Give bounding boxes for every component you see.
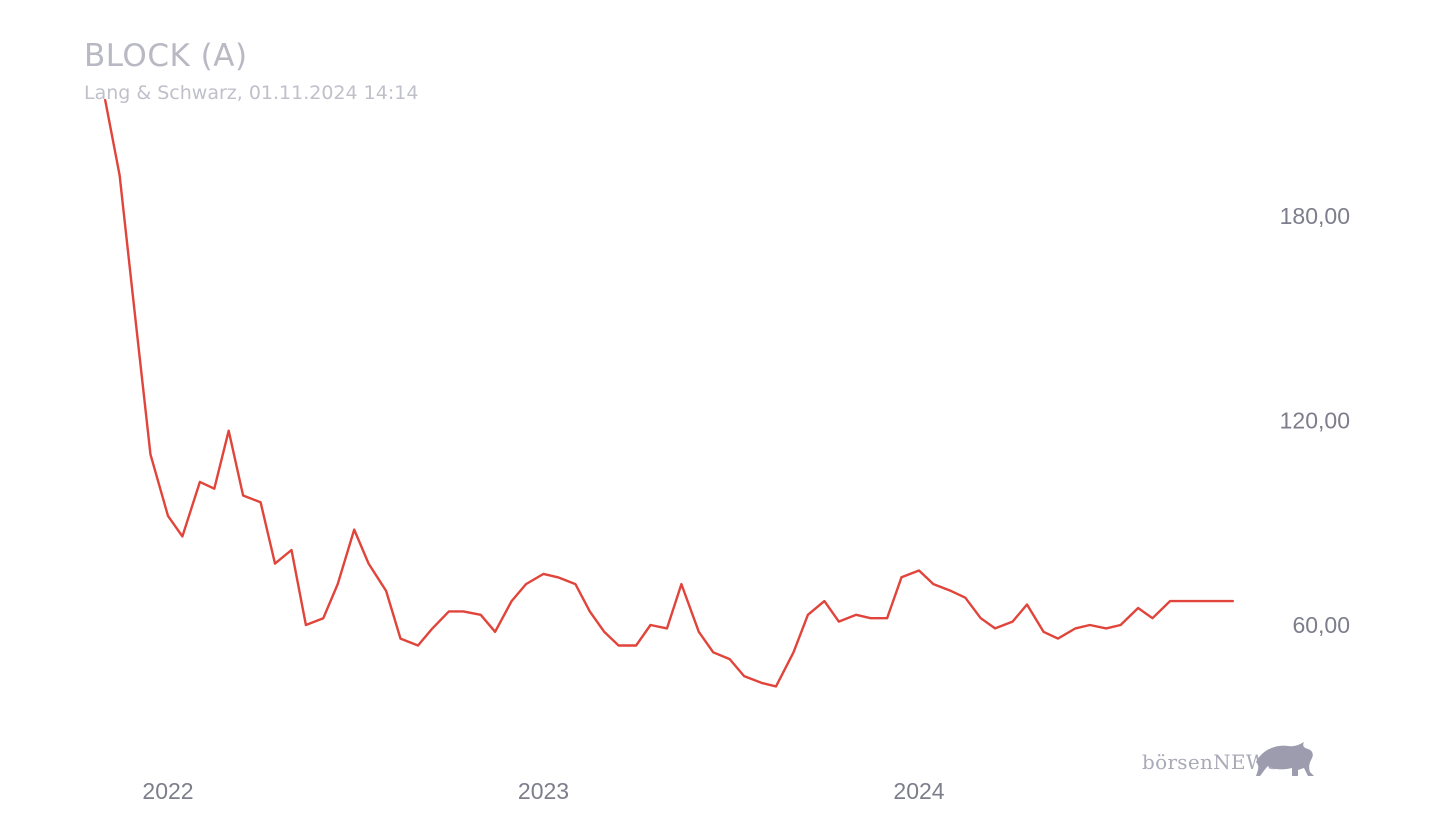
price-line	[104, 98, 1234, 688]
boersennews-logo: börsenNEWS	[1142, 740, 1322, 782]
x-tick-label: 2022	[142, 778, 193, 804]
chart-subtitle: Lang & Schwarz, 01.11.2024 14:14	[84, 82, 419, 104]
bull-icon	[1256, 742, 1314, 776]
x-axis-ticks: 2022 2023 2024	[142, 778, 944, 804]
y-axis-ticks: 60,00 120,00 180,00	[1280, 203, 1350, 638]
y-tick-label: 60,00	[1292, 612, 1350, 638]
y-tick-label: 180,00	[1280, 203, 1350, 229]
x-tick-label: 2023	[518, 778, 569, 804]
y-tick-label: 120,00	[1280, 408, 1350, 434]
x-tick-label: 2024	[893, 778, 944, 804]
chart-title: BLOCK (A)	[84, 38, 248, 74]
